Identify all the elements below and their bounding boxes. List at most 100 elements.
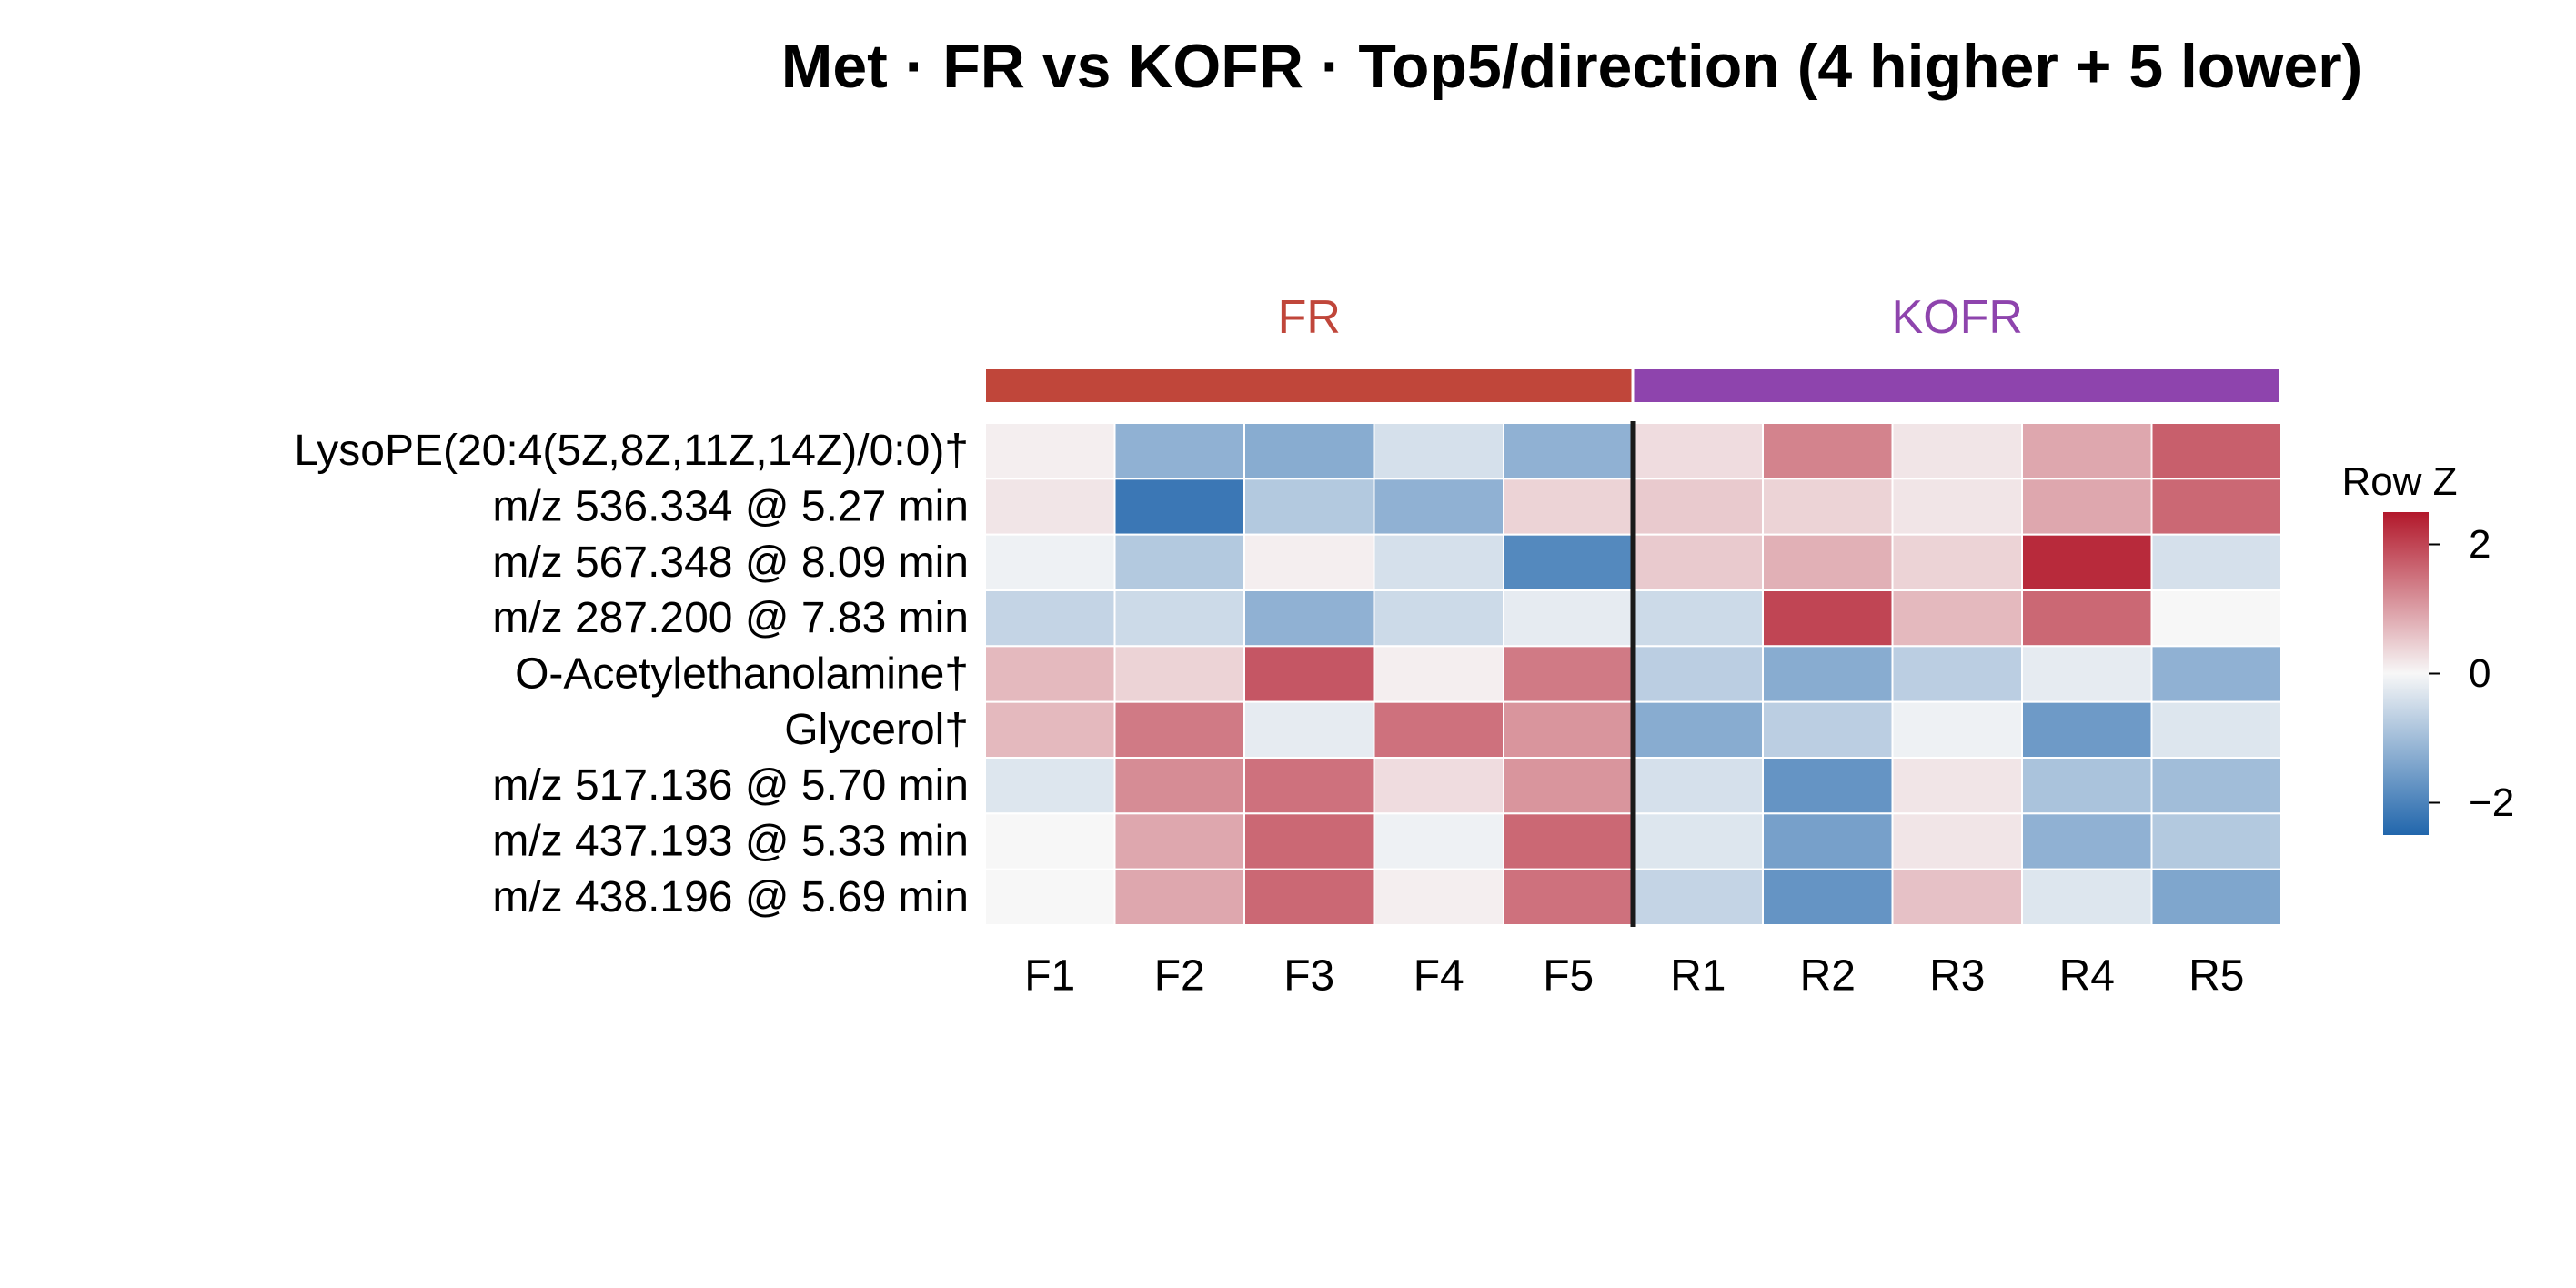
heatmap-cell [2150, 533, 2282, 592]
heatmap-cell [1632, 422, 1764, 480]
heatmap-cells [984, 422, 2282, 927]
heatmap-cell [1243, 533, 1375, 592]
heatmap-cell [2021, 533, 2153, 592]
row-label: m/z 438.196 @ 5.69 min [492, 873, 969, 921]
heatmap-cell [1632, 868, 1764, 927]
heatmap-cell [1762, 478, 1894, 536]
heatmap-cell [1762, 757, 1894, 815]
heatmap-cell [1891, 700, 2023, 760]
heatmap-cell [2021, 645, 2153, 703]
heatmap-cell [1891, 868, 2023, 927]
heatmap-cell [984, 700, 1116, 760]
heatmap-cell [1113, 422, 1245, 480]
colorbar-gradient [2383, 512, 2429, 835]
heatmap-cell [1113, 645, 1245, 703]
heatmap-cell [1762, 645, 1894, 703]
heatmap-cell [1243, 700, 1375, 760]
heatmap-cell [984, 589, 1116, 648]
heatmap-cell [1891, 589, 2023, 648]
heatmap-cell [1762, 868, 1894, 927]
heatmap-cell [1891, 645, 2023, 703]
heatmap-cell [1503, 757, 1635, 815]
heatmap-cell [1113, 868, 1245, 927]
heatmap-cell [1113, 812, 1245, 870]
heatmap-cell [2021, 422, 2153, 480]
column-label: R2 [1800, 952, 1856, 1001]
heatmap-cell [1762, 812, 1894, 870]
heatmap-cell [1113, 589, 1245, 648]
column-label: F2 [1154, 952, 1205, 1001]
heatmap-cell [984, 868, 1116, 927]
heatmap-cell [1632, 812, 1764, 870]
colorbar-title: Row Z [2341, 459, 2457, 504]
heatmap-cell [1113, 700, 1245, 760]
heatmap-cell [984, 757, 1116, 815]
heatmap-cell [1243, 645, 1375, 703]
heatmap-cell [2021, 478, 2153, 536]
heatmap-cell [1503, 422, 1635, 480]
heatmap-cell [1632, 645, 1764, 703]
column-label: F5 [1543, 952, 1594, 1001]
row-labels: LysoPE(20:4(5Z,8Z,11Z,14Z)/0:0)† m/z 536.… [294, 427, 969, 921]
heatmap-cell [1373, 868, 1504, 927]
heatmap-cell [1373, 812, 1504, 870]
row-label: LysoPE(20:4(5Z,8Z,11Z,14Z)/0:0)† [294, 427, 969, 475]
heatmap-cell [2150, 700, 2282, 760]
colorbar: Row Z 2 0 −2 [2341, 459, 2514, 835]
heatmap-cell [1762, 533, 1894, 592]
heatmap-cell [1243, 478, 1375, 536]
heatmap-cell [1373, 700, 1504, 760]
row-label: m/z 287.200 @ 7.83 min [492, 594, 969, 642]
heatmap-cell [1891, 757, 2023, 815]
row-label: Glycerol† [784, 706, 969, 754]
heatmap-cell [984, 422, 1116, 480]
heatmap-cell [1891, 812, 2023, 870]
row-label: O-Acetylethanolamine† [515, 650, 969, 699]
heatmap-cell [1503, 700, 1635, 760]
heatmap-cell [1243, 589, 1375, 648]
group-annotations: FR KOFR [986, 291, 2279, 402]
heatmap-cell [2021, 812, 2153, 870]
column-label: R5 [2189, 952, 2244, 1001]
heatmap-cell [1243, 812, 1375, 870]
heatmap-cell [1632, 589, 1764, 648]
heatmap-cell [2150, 757, 2282, 815]
heatmap-cell [1373, 478, 1504, 536]
heatmap-cell [2150, 645, 2282, 703]
heatmap-cell [1373, 757, 1504, 815]
colorbar-tick-label: 2 [2469, 522, 2490, 567]
heatmap-cell [1891, 422, 2023, 480]
heatmap-cell [1243, 422, 1375, 480]
group-label: KOFR [1892, 291, 2023, 344]
heatmap-cell [1632, 700, 1764, 760]
heatmap-cell [984, 478, 1116, 536]
row-label: m/z 437.193 @ 5.33 min [492, 818, 969, 866]
heatmap-cell [2150, 589, 2282, 648]
heatmap-cell [1373, 589, 1504, 648]
colorbar-tick-label: −2 [2469, 780, 2514, 825]
heatmap-cell [1373, 533, 1504, 592]
heatmap-cell [984, 812, 1116, 870]
heatmap-cell [1503, 812, 1635, 870]
heatmap-cell [1891, 478, 2023, 536]
heatmap-cell [1503, 533, 1635, 592]
heatmap-cell [2150, 478, 2282, 536]
heatmap-cell [1632, 757, 1764, 815]
heatmap-cell [1632, 533, 1764, 592]
heatmap-cell [1503, 645, 1635, 703]
heatmap-cell [1243, 757, 1375, 815]
heatmap-cell [1113, 757, 1245, 815]
heatmap-cell [1503, 868, 1635, 927]
heatmap-cell [984, 533, 1116, 592]
heatmap-cell [2021, 868, 2153, 927]
column-label: R4 [2059, 952, 2115, 1001]
heatmap-cell [2150, 868, 2282, 927]
heatmap-cell [1762, 422, 1894, 480]
heatmap-cell [1891, 533, 2023, 592]
heatmap-cell [1113, 478, 1245, 536]
row-label: m/z 567.348 @ 8.09 min [492, 538, 969, 587]
heatmap-cell [1373, 645, 1504, 703]
heatmap-cell [2021, 700, 2153, 760]
heatmap-cell [1503, 478, 1635, 536]
